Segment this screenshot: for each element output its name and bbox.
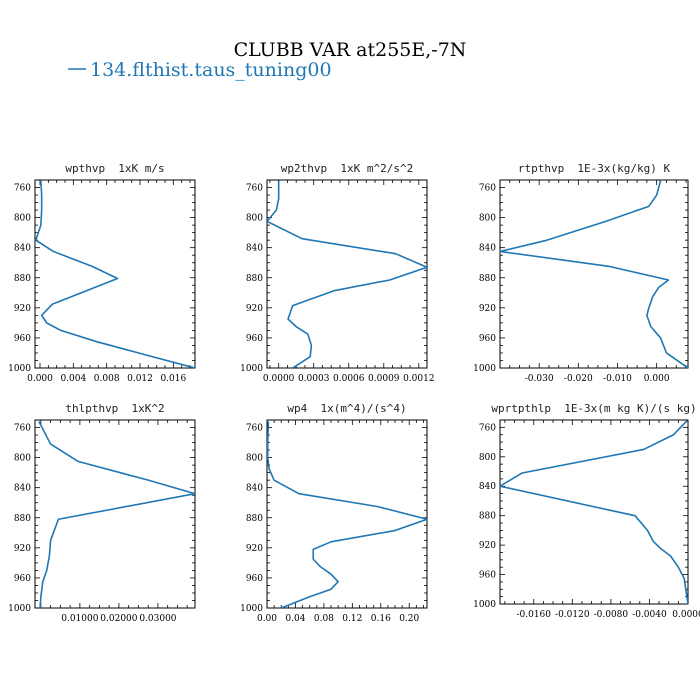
- y-tick-label: 1000: [473, 600, 496, 610]
- series-line: [500, 420, 688, 604]
- y-tick-label: 760: [246, 184, 263, 194]
- y-tick-label: 920: [246, 304, 263, 314]
- y-tick-label: 960: [246, 574, 263, 584]
- x-tick-label: 0.000: [27, 374, 53, 384]
- y-tick-label: 880: [246, 274, 263, 284]
- y-tick-label: 880: [479, 274, 496, 284]
- y-tick-label: 840: [479, 482, 496, 492]
- panel-title: wp4 1x(m^4)/(s^4): [287, 402, 406, 415]
- y-tick-label: 880: [479, 512, 496, 522]
- panel-4: thlpthvp 1xK^2 760 800 840 880 920 960 1000 0.01…: [8, 402, 196, 624]
- legend-label: 134.flthist.taus_tuning00: [90, 59, 332, 81]
- y-tick-label: 800: [479, 214, 496, 224]
- y-tick-label: 840: [479, 244, 496, 254]
- x-tick-label: 0.03000: [139, 614, 176, 624]
- x-tick-label: -0.030: [525, 374, 554, 384]
- y-tick-label: 1000: [240, 364, 263, 374]
- x-tick-label: 0.0000: [263, 374, 295, 384]
- x-tick-label: 0.02000: [100, 614, 137, 624]
- panel-6: wprtpthlp 1E-3x(m kg K)/(s kg) 760 800 840 8…: [473, 402, 700, 620]
- x-tick-label: 0.008: [94, 374, 120, 384]
- x-tick-label: 0.004: [60, 374, 86, 384]
- y-tick-label: 880: [14, 274, 31, 284]
- y-tick-label: 920: [14, 544, 31, 554]
- x-tick-label: -0.020: [564, 374, 593, 384]
- panel-title: wp2thvp 1xK m^2/s^2: [281, 162, 413, 175]
- panel-2: wp2thvp 1xK m^2/s^2 760 800 840 880 920 960 100…: [240, 162, 434, 384]
- y-tick-label: 1000: [473, 364, 496, 374]
- x-tick-label: -0.0040: [632, 610, 667, 620]
- y-tick-label: 920: [14, 304, 31, 314]
- x-tick-label: -0.0120: [555, 610, 590, 620]
- y-tick-label: 920: [479, 304, 496, 314]
- y-tick-label: 960: [479, 334, 496, 344]
- y-tick-label: 960: [246, 334, 263, 344]
- x-tick-label: 0.000: [644, 374, 670, 384]
- x-tick-label: -0.0080: [594, 610, 629, 620]
- x-tick-label: 0.16: [371, 614, 391, 624]
- x-tick-label: 0.016: [160, 374, 186, 384]
- y-tick-label: 1000: [8, 364, 31, 374]
- y-tick-label: 760: [14, 184, 31, 194]
- x-tick-label: 0.0006: [333, 374, 365, 384]
- y-tick-label: 880: [14, 514, 31, 524]
- panel-title: wpthvp 1xK m/s: [65, 162, 164, 175]
- y-tick-label: 760: [246, 424, 263, 434]
- panel-title: rtpthvp 1E-3x(kg/kg) K: [518, 162, 671, 175]
- axes-frame: [499, 179, 689, 369]
- panel-5: wp4 1x(m^4)/(s^4)76080084088092096010000…: [240, 402, 428, 624]
- x-tick-label: 0.00: [257, 614, 277, 624]
- x-tick-label: 0.0000: [672, 610, 700, 620]
- y-tick-label: 920: [246, 544, 263, 554]
- axes-frame: [499, 419, 689, 605]
- y-tick-label: 760: [14, 424, 31, 434]
- panel-1: wpthvp 1xK m/s76080084088092096010000.00…: [8, 162, 196, 384]
- series-line: [35, 180, 195, 368]
- y-tick-label: 760: [479, 184, 496, 194]
- x-tick-label: 0.20: [399, 614, 419, 624]
- x-tick-label: 0.01000: [61, 614, 98, 624]
- y-tick-label: 880: [246, 514, 263, 524]
- y-tick-label: 800: [14, 214, 31, 224]
- y-tick-label: 840: [14, 484, 31, 494]
- y-tick-label: 1000: [8, 604, 31, 614]
- axes-frame: [266, 419, 428, 609]
- panel-grid: wpthvp 1xK m/s76080084088092096010000.00…: [8, 162, 700, 624]
- series-line: [500, 180, 688, 368]
- axes-frame: [34, 179, 196, 369]
- y-tick-label: 840: [246, 244, 263, 254]
- y-tick-label: 800: [246, 214, 263, 224]
- series-line: [38, 421, 195, 608]
- panel-3: rtpthvp 1E-3x(kg/kg) K 760 800 840 880 920 960…: [473, 162, 689, 384]
- y-tick-label: 960: [14, 334, 31, 344]
- y-tick-label: 800: [479, 453, 496, 463]
- y-tick-label: 840: [14, 244, 31, 254]
- y-tick-label: 800: [246, 454, 263, 464]
- x-tick-label: -0.010: [603, 374, 632, 384]
- axes-frame: [34, 419, 196, 609]
- x-tick-label: 0.08: [314, 614, 334, 624]
- y-tick-label: 960: [14, 574, 31, 584]
- y-tick-label: 760: [479, 423, 496, 433]
- y-tick-label: 840: [246, 484, 263, 494]
- y-tick-label: 1000: [240, 604, 263, 614]
- series-line: [267, 180, 427, 368]
- x-tick-label: 0.0009: [368, 374, 400, 384]
- y-tick-label: 960: [479, 571, 496, 581]
- x-tick-label: 0.12: [342, 614, 362, 624]
- x-tick-label: 0.0012: [403, 374, 435, 384]
- x-tick-label: 0.04: [285, 614, 305, 624]
- x-tick-label: -0.0160: [516, 610, 551, 620]
- y-tick-label: 800: [14, 454, 31, 464]
- x-tick-label: 0.012: [127, 374, 153, 384]
- panel-title: wprtpthlp 1E-3x(m kg K)/(s kg): [491, 402, 696, 415]
- y-tick-label: 920: [479, 541, 496, 551]
- figure-title: CLUBB VAR at255E,-7N: [234, 39, 467, 61]
- panel-title: thlpthvp 1xK^2: [65, 402, 164, 415]
- x-tick-label: 0.0003: [298, 374, 330, 384]
- axes-frame: [266, 179, 428, 369]
- series-line: [267, 421, 427, 608]
